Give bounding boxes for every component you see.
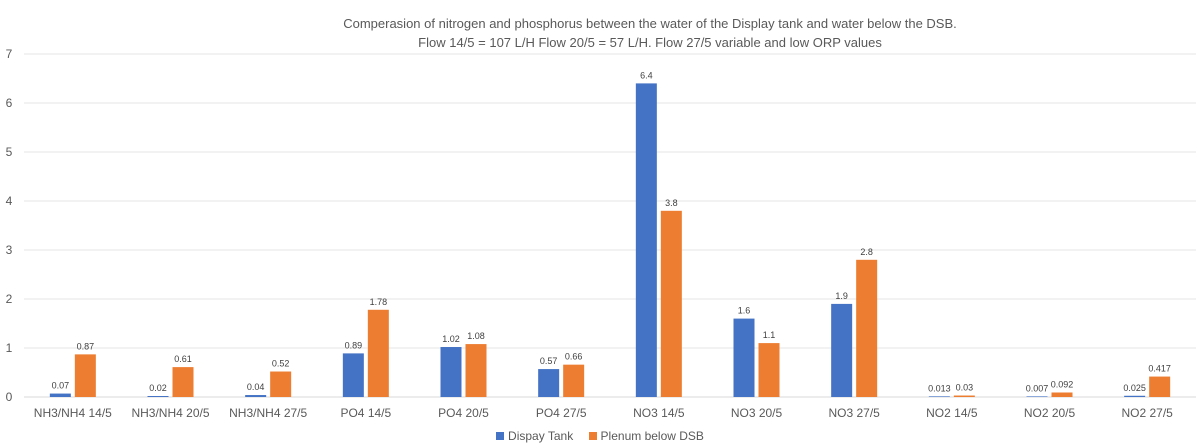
bar [1149, 376, 1171, 397]
x-tick-label: NO2 14/5 [926, 406, 978, 420]
bar [538, 369, 560, 397]
bar [831, 303, 853, 397]
bar [733, 318, 755, 397]
data-label: 3.8 [665, 198, 678, 208]
data-label: 0.417 [1148, 364, 1171, 374]
legend-item-series-1: Dispay Tank [496, 429, 573, 443]
data-label: 1.08 [467, 331, 485, 341]
data-label: 1.1 [763, 330, 776, 340]
bar [953, 395, 975, 397]
data-label: 0.04 [247, 382, 265, 392]
data-label: 0.87 [77, 341, 95, 351]
y-tick-label: 0 [6, 390, 13, 404]
y-tick-label: 1 [6, 341, 13, 355]
legend-swatch-series-2 [588, 432, 597, 440]
legend-swatch-series-1 [496, 432, 505, 440]
data-label: 1.02 [442, 334, 460, 344]
data-label: 0.025 [1123, 383, 1146, 393]
legend-label-series-2: Plenum below DSB [600, 429, 704, 443]
x-tick-label: NO3 20/5 [731, 406, 783, 420]
data-label: 0.66 [565, 352, 583, 362]
bar [856, 259, 878, 397]
x-tick-label: NO2 27/5 [1121, 406, 1173, 420]
y-tick-label: 2 [6, 292, 13, 306]
bar [245, 395, 267, 397]
data-label: 0.57 [540, 356, 558, 366]
data-label: 0.03 [956, 383, 974, 393]
bar [440, 347, 462, 397]
x-tick-label: NH3/NH4 27/5 [229, 406, 307, 420]
bar [1026, 396, 1048, 397]
y-tick-label: 7 [6, 47, 13, 61]
y-tick-label: 5 [6, 145, 13, 159]
data-label: 0.07 [52, 381, 70, 391]
y-tick-label: 6 [6, 96, 13, 110]
bar [1124, 395, 1146, 397]
bar [49, 393, 71, 397]
bar [928, 396, 950, 397]
bar [270, 371, 292, 397]
data-label: 0.89 [345, 340, 363, 350]
y-tick-label: 3 [6, 243, 13, 257]
data-label: 0.52 [272, 359, 290, 369]
bar [172, 367, 194, 397]
x-tick-label: PO4 20/5 [438, 406, 489, 420]
legend-item-series-2: Plenum below DSB [588, 429, 704, 443]
data-label: 0.013 [928, 383, 951, 393]
data-label: 1.6 [738, 306, 751, 316]
bar [465, 344, 487, 397]
data-label: 1.9 [835, 291, 848, 301]
legend-label-series-1: Dispay Tank [508, 429, 574, 443]
bar [563, 364, 585, 397]
bar [1051, 392, 1073, 397]
data-label: 0.61 [174, 354, 192, 364]
x-tick-label: PO4 27/5 [536, 406, 587, 420]
bar [660, 210, 682, 397]
bar [342, 353, 364, 397]
data-label: 6.4 [640, 70, 653, 80]
x-tick-label: PO4 14/5 [340, 406, 391, 420]
bar [758, 343, 780, 397]
chart-title: Comperasion of nitrogen and phosphorus b… [343, 16, 957, 31]
chart-subtitle: Flow 14/5 = 107 L/H Flow 20/5 = 57 L/H. … [418, 35, 882, 50]
bar [147, 396, 169, 397]
x-tick-label: NO2 20/5 [1024, 406, 1076, 420]
x-tick-label: NO3 14/5 [633, 406, 685, 420]
bar [367, 309, 389, 397]
bar [74, 354, 96, 397]
x-tick-label: NH3/NH4 20/5 [131, 406, 209, 420]
data-label: 0.02 [149, 383, 167, 393]
x-tick-label: NH3/NH4 14/5 [34, 406, 112, 420]
y-tick-label: 4 [6, 194, 13, 208]
data-label: 1.78 [370, 297, 388, 307]
data-label: 0.092 [1051, 379, 1074, 389]
x-tick-label: NO3 27/5 [828, 406, 880, 420]
legend: Dispay Tank Plenum below DSB [0, 429, 1200, 443]
bar [635, 83, 657, 398]
data-label: 2.8 [860, 247, 873, 257]
data-label: 0.007 [1026, 383, 1049, 393]
